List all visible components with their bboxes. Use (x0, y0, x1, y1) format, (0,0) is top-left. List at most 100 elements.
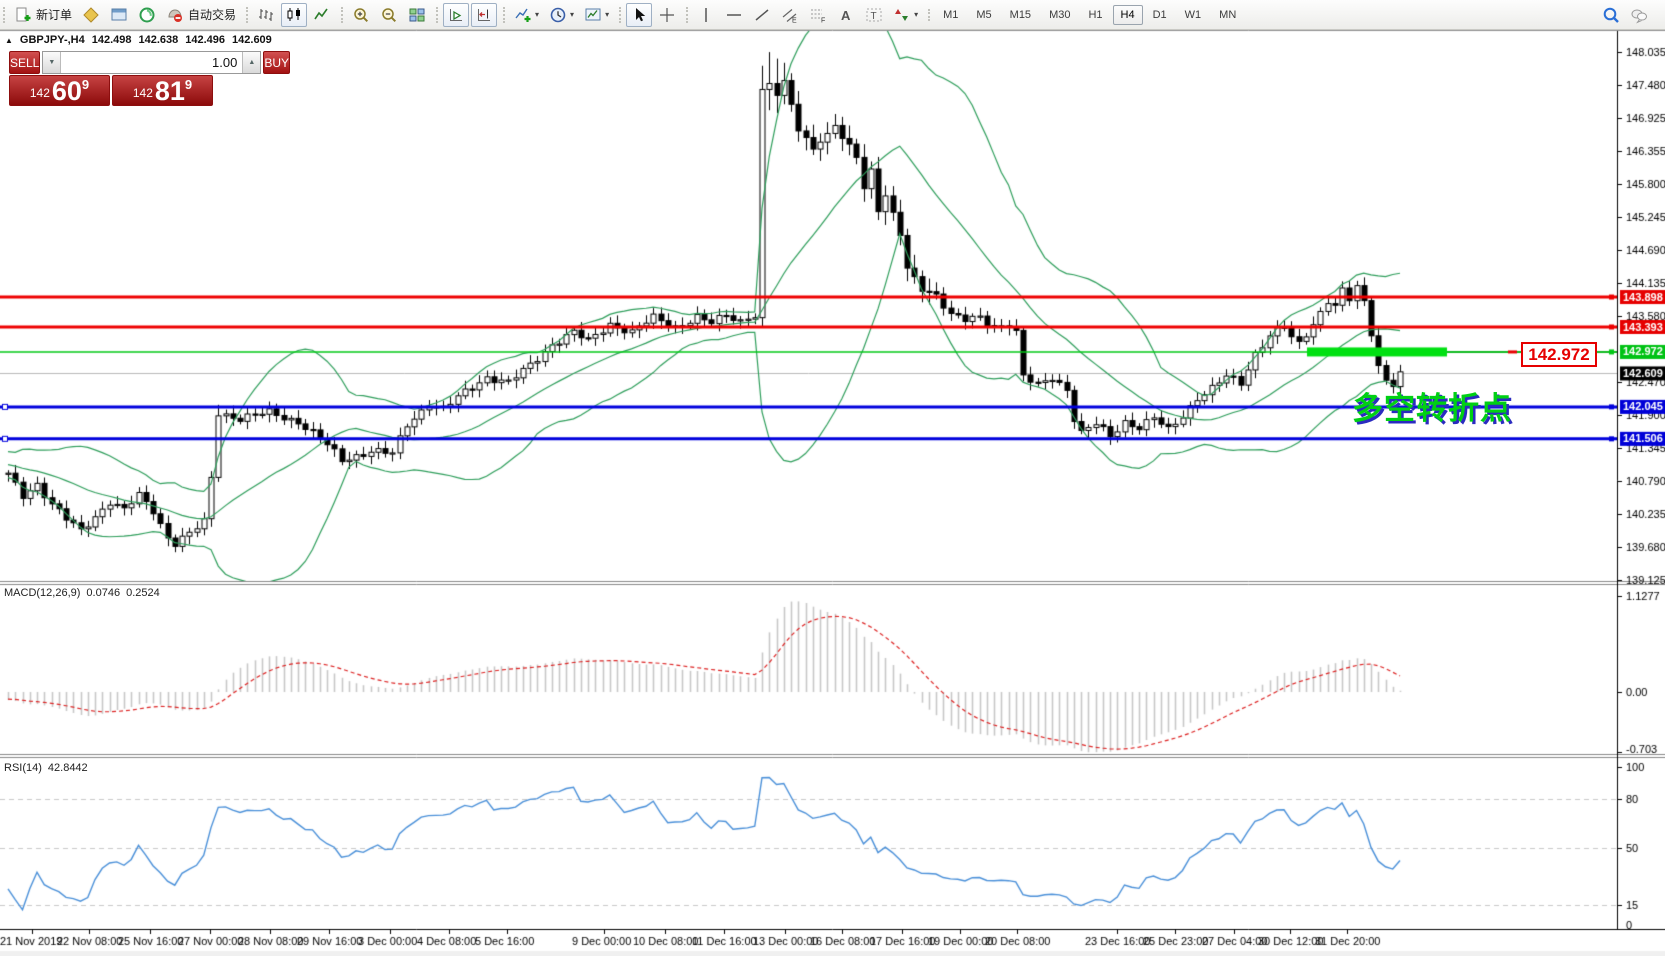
rsi-value: 42.8442 (47, 762, 88, 774)
market-watch-icon (82, 6, 100, 24)
search-icon (1602, 6, 1620, 24)
toolbar-search-button[interactable] (1598, 3, 1624, 27)
autotrading-label: 自动交易 (188, 8, 237, 22)
data-window-icon (110, 6, 128, 24)
toolbar-group: 新订单 自动交易 (2, 3, 245, 27)
toolbar-indicators-button[interactable]: ▾ (510, 3, 543, 27)
vertical-line-icon (697, 6, 715, 24)
timeframe-m30-button[interactable]: M30 (1049, 8, 1071, 21)
toolbar-horizontal-line-button[interactable] (721, 3, 747, 27)
timeframe-d1-button[interactable]: D1 (1152, 8, 1167, 21)
indicators-icon (514, 6, 532, 24)
toolbar-auto-scroll-button[interactable] (443, 2, 470, 27)
symbol-title: GBPJPY-,H4 (19, 34, 85, 46)
sell-button[interactable]: SELL (9, 51, 41, 74)
toolbar-group (435, 2, 502, 27)
chart-annotation-text[interactable]: 多空转折点 (1352, 391, 1512, 426)
chart-shift-icon (475, 6, 493, 24)
toolbar-group (618, 2, 685, 27)
ohlc-high: 142.638 (138, 34, 179, 46)
tile-windows-icon (408, 6, 426, 24)
toolbar-group: ▾ ▾ ▾ (502, 3, 618, 27)
svg-text:F: F (821, 17, 825, 24)
timeframe-h4-button[interactable]: H4 (1112, 4, 1143, 25)
buy-button[interactable]: BUY (263, 51, 291, 74)
sell-price-prefix: 142 (29, 86, 50, 100)
macd-name: MACD(12,26,9) (4, 587, 81, 599)
toolbar-tile-windows-button[interactable] (404, 3, 430, 27)
sell-price-sup: 9 (81, 77, 90, 92)
buy-price[interactable]: 142 81 9 (112, 75, 213, 106)
svg-text:E: E (792, 17, 797, 24)
new-order-icon (14, 6, 32, 24)
toolbar-fibonacci-button[interactable]: F (805, 3, 831, 27)
toolbar-chart-bars-button[interactable] (253, 3, 279, 27)
volume-input[interactable] (61, 52, 243, 73)
chart-line-icon (313, 6, 331, 24)
chart-candles-icon (285, 6, 303, 24)
toolbar: 新订单 自动交易 ▾ ▾ ▾ E F A T ▾ M1 M5 M15 M30 H1 H4 D1 W1 MN (0, 0, 1665, 30)
toolbar-group: E F A T ▾ (685, 3, 927, 27)
toolbar-zoom-in-button[interactable] (348, 3, 374, 27)
macd-indicator-label: MACD(12,26,9) 0.0746 0.2524 (4, 587, 160, 599)
toolbar-chart-shift-button[interactable] (471, 2, 498, 27)
timeframe-m5-button[interactable]: M5 (976, 8, 992, 21)
toolbar-new-order-button[interactable]: 新订单 (10, 3, 76, 27)
volume-up-button[interactable]: ▲ (242, 52, 261, 73)
macd-signal-value: 0.2524 (126, 587, 160, 599)
cursor-icon (630, 6, 648, 24)
toolbar-cursor-button[interactable] (626, 2, 653, 27)
toolbar-chart-candles-button[interactable] (281, 2, 308, 27)
collapse-panel-icon[interactable]: ▲ (5, 35, 13, 45)
autotrading-icon (166, 6, 184, 24)
periods-icon (549, 6, 567, 24)
toolbar-arrows-button[interactable]: ▾ (889, 3, 922, 27)
ohlc-close: 142.609 (232, 34, 272, 46)
volume-control: ▼ ▲ (42, 51, 262, 74)
sell-price[interactable]: 142 60 9 (9, 75, 110, 106)
timeframe-w1-button[interactable]: W1 (1184, 8, 1202, 21)
toolbar-crosshair-button[interactable] (654, 3, 680, 27)
toolbar-market-watch-button[interactable] (78, 3, 104, 27)
timeframe-mn-button[interactable]: MN (1219, 8, 1237, 21)
toolbar-text-label-button[interactable]: T (861, 3, 887, 27)
ohlc-open: 142.498 (91, 34, 132, 46)
toolbar-equidistant-channel-button[interactable]: E (777, 3, 803, 27)
toolbar-vertical-line-button[interactable] (693, 3, 719, 27)
price-level-label[interactable]: 142.972 (1521, 342, 1597, 367)
templates-icon (584, 6, 602, 24)
toolbar-navigator-button[interactable] (134, 3, 160, 27)
chevron-down-icon[interactable]: ▾ (535, 10, 540, 19)
toolbar-autotrading-button[interactable]: 自动交易 (162, 3, 240, 27)
ohlc-low: 142.496 (185, 34, 226, 46)
equidistant-channel-icon: E (781, 6, 799, 24)
svg-text:T: T (871, 11, 877, 22)
fibonacci-icon: F (809, 6, 827, 24)
volume-down-button[interactable]: ▼ (43, 52, 62, 73)
toolbar-trendline-button[interactable] (749, 3, 775, 27)
rsi-indicator-label: RSI(14) 42.8442 (4, 762, 88, 774)
chevron-down-icon[interactable]: ▾ (605, 10, 610, 19)
toolbar-text-button[interactable]: A (833, 3, 859, 27)
timeframe-h1-button[interactable]: H1 (1088, 8, 1103, 21)
text-icon: A (837, 6, 855, 24)
toolbar-chart-line-button[interactable] (309, 3, 335, 27)
toolbar-right-icons (1597, 3, 1653, 27)
toolbar-chat-button[interactable] (1626, 3, 1652, 27)
timeframe-m1-button[interactable]: M1 (943, 8, 959, 21)
chevron-down-icon[interactable]: ▾ (570, 10, 575, 19)
timeframe-m15-button[interactable]: M15 (1009, 8, 1032, 21)
toolbar-data-window-button[interactable] (106, 3, 132, 27)
sell-price-big: 60 (51, 76, 82, 106)
horizontal-line-icon (725, 6, 743, 24)
chevron-down-icon[interactable]: ▾ (914, 10, 919, 19)
toolbar-templates-button[interactable]: ▾ (580, 3, 613, 27)
toolbar-zoom-out-button[interactable] (376, 3, 402, 27)
toolbar-periods-button[interactable]: ▾ (545, 3, 578, 27)
rsi-name: RSI(14) (4, 762, 42, 774)
chat-icon (1630, 6, 1648, 24)
svg-text:A: A (841, 8, 851, 23)
zoom-out-icon (380, 6, 398, 24)
